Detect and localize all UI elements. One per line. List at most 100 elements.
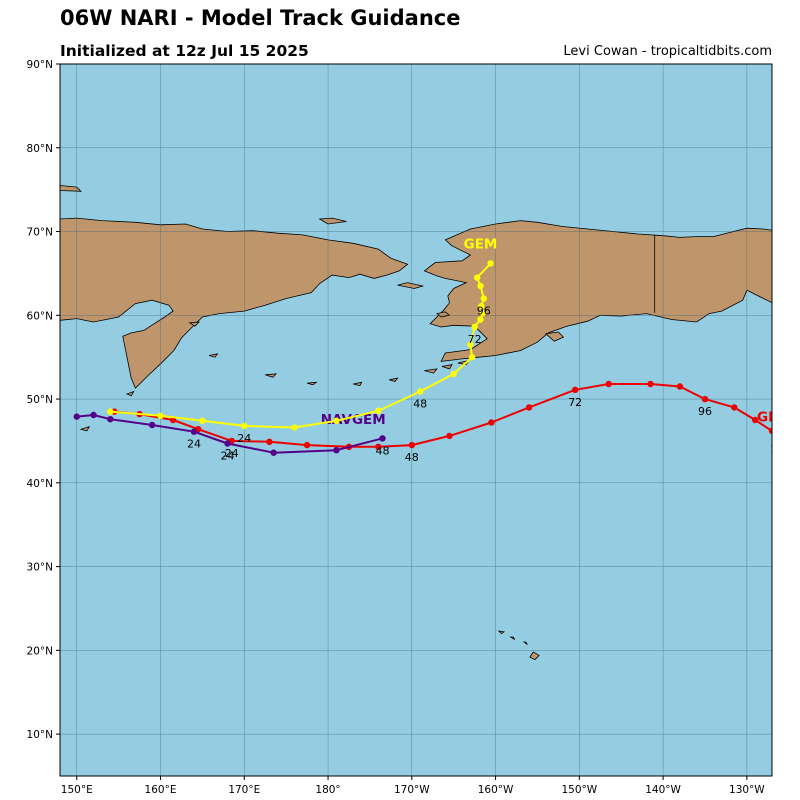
gem-track-point — [291, 424, 298, 431]
map-title: 06W NARI - Model Track Guidance — [60, 6, 461, 30]
gfs-track-point — [768, 427, 772, 435]
gem-track-point — [107, 408, 114, 415]
gem-track-point — [468, 354, 476, 361]
asia-landmass — [60, 217, 409, 389]
kodiak-landmass — [544, 331, 565, 342]
lat-tick-label: 10°N — [27, 729, 53, 741]
gem-track-point — [487, 260, 494, 267]
gem-model-label: GEM — [464, 236, 498, 252]
gem-track-point — [479, 309, 487, 316]
lon-tick-label: 130°W — [729, 784, 765, 796]
aleutian-6-landmass — [441, 364, 453, 370]
lat-tick-label: 50°N — [27, 394, 53, 406]
karaginsky-landmass — [188, 321, 201, 327]
gfs-track-point — [525, 404, 533, 411]
navgem-track-point — [107, 416, 114, 423]
navgem-model-label: NAVGEM — [321, 412, 386, 428]
gem-track-point — [480, 295, 487, 302]
navgem-track-point — [379, 435, 386, 442]
alaska-landmass — [423, 220, 772, 362]
navgem-track-point — [224, 440, 231, 447]
lon-tick-label: 150°W — [561, 784, 597, 796]
gfs-hour-label: 96 — [698, 405, 712, 418]
lat-tick-label: 90°N — [27, 59, 53, 71]
st-lawrence-landmass — [397, 282, 425, 289]
gfs-track-point — [777, 434, 783, 440]
gfs-hour-label: 72 — [568, 396, 582, 409]
gridlines — [60, 64, 772, 776]
navgem-track-point — [90, 411, 97, 419]
ocean-background — [60, 64, 772, 776]
navgem-hour-label: 24 — [187, 438, 201, 451]
gem-hour-label: 72 — [468, 333, 482, 346]
gem-track-point — [473, 274, 481, 281]
gfs-track-point — [266, 438, 273, 445]
hawaii-landmass — [529, 651, 540, 661]
gfs-hour-label: 48 — [405, 451, 419, 464]
kurile-1-landmass — [125, 390, 135, 397]
gfs-track-line — [114, 383, 772, 448]
lon-tick-label: 160°W — [478, 784, 514, 796]
aleutian-5-landmass — [424, 368, 438, 374]
oahu-landmass — [509, 636, 516, 640]
lat-tick-label: 60°N — [27, 310, 53, 322]
gem-track-point — [467, 341, 474, 348]
novosibirsk-landmass — [60, 185, 82, 192]
commander-landmass — [208, 353, 219, 358]
gem-track: 24 48 72 96 GEM — [107, 236, 497, 445]
gem-track-point — [375, 407, 382, 414]
aleutian-4-landmass — [389, 377, 399, 382]
navgem-hour-label: 48 — [376, 444, 390, 457]
lat-tick-label: 70°N — [27, 227, 53, 239]
navgem-track-point — [190, 428, 198, 435]
gfs-track-point — [408, 441, 415, 449]
gem-track-point — [477, 282, 484, 290]
gem-hour-label: 96 — [477, 305, 491, 318]
gem-hour-label: 48 — [413, 398, 427, 411]
lon-tick-label: 170°W — [394, 784, 430, 796]
gfs-hour-label: 24 — [225, 447, 239, 460]
gem-track-point — [471, 323, 478, 331]
lon-tick-label: 150°E — [61, 784, 93, 796]
navgem-track: 24 24 48 NAVGEM — [73, 411, 390, 463]
lon-tick-label: 170°E — [228, 784, 260, 796]
navgem-track-point — [148, 421, 156, 429]
map-subtitle: Initialized at 12z Jul 15 2025 — [60, 42, 309, 60]
gfs-track-point — [701, 395, 709, 403]
gfs-track-point — [488, 419, 495, 426]
aleutian-1-landmass — [265, 373, 278, 378]
land-layer — [60, 185, 772, 661]
gem-track-point — [450, 370, 457, 378]
gem-track-point — [241, 422, 248, 430]
gem-track-point — [417, 388, 424, 395]
kauai-landmass — [497, 630, 506, 635]
gfs-track-point — [446, 432, 453, 440]
axis-ticks: 90°N 80°N 70°N 60°N 50°N 40°N 30°N 20°N 10°N 150°… — [27, 59, 766, 796]
gem-track-point — [333, 417, 340, 424]
gfs-track-point — [572, 386, 579, 393]
gem-track-point — [478, 302, 485, 310]
navgem-track-point — [73, 413, 81, 420]
map-credit: Levi Cowan - tropicaltidbits.com — [563, 44, 772, 59]
lat-tick-label: 30°N — [27, 562, 53, 574]
gfs-track-point — [752, 416, 759, 424]
gem-track-point — [157, 412, 164, 419]
lon-tick-label: 140°W — [645, 784, 681, 796]
gfs-track-point — [676, 383, 684, 390]
gem-track-point — [477, 316, 484, 323]
gfs-track-point — [375, 443, 382, 450]
maui-landmass — [522, 641, 528, 645]
lon-tick-label: 160°E — [145, 784, 177, 796]
navgem-track-point — [270, 449, 277, 456]
lat-tick-label: 40°N — [27, 478, 53, 490]
map-frame — [59, 63, 773, 777]
gem-track-point — [199, 417, 206, 424]
lat-tick-label: 20°N — [27, 645, 53, 657]
gfs-model-label: GFS — [757, 410, 787, 426]
kurile-2-landmass — [79, 426, 91, 432]
aleutian-2-landmass — [306, 381, 318, 386]
lat-tick-label: 80°N — [27, 143, 53, 155]
gfs-track-point — [731, 404, 738, 411]
gfs-hour-label: 120 — [770, 443, 791, 456]
